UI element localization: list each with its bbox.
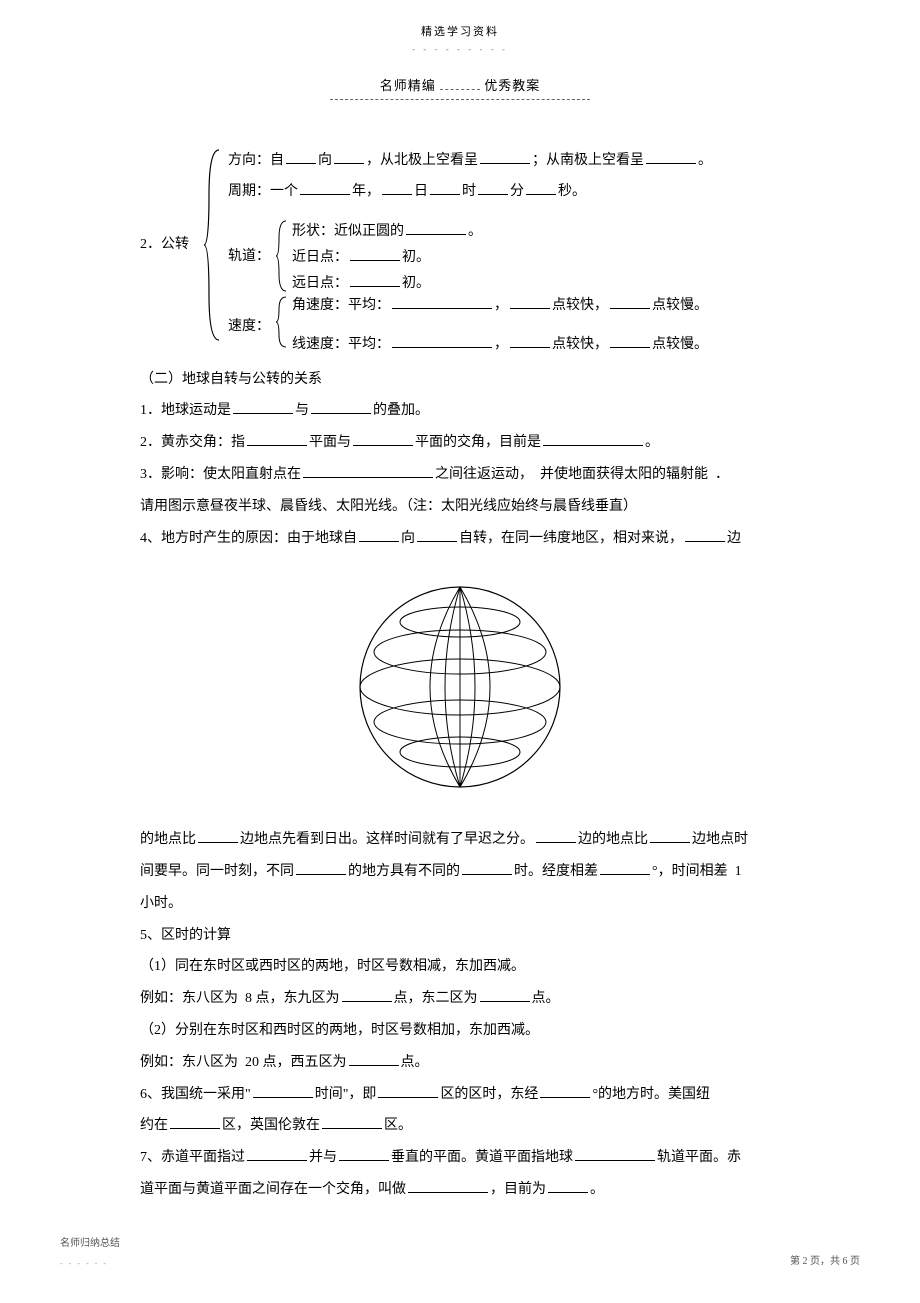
speed-label: 速度： — [228, 312, 270, 343]
footer-right: 第 2 页，共 6 页 — [790, 1251, 860, 1273]
item-2: 2．黄赤交角：指平面与平面的交角，目前是。 — [140, 428, 780, 459]
globe-svg — [350, 572, 570, 802]
item-3: 3．影响：使太阳直射点在之间往返运动， 并使地面获得太阳的辐射能 ． — [140, 460, 780, 491]
header-dots: - - - - - - - - - — [0, 40, 920, 60]
note-line: 请用图示意昼夜半球、晨昏线、太阳光线。（注：太阳光线应始终与晨昏线垂直） — [140, 492, 780, 523]
item-7: 7、赤道平面指过并与垂直的平面。黄道平面指地球轨道平面。赤 — [140, 1143, 780, 1174]
item-5: 5、区时的计算 — [140, 921, 780, 952]
header-top-text: 精选学习资料 — [0, 0, 920, 44]
after-globe-p2: 间要早。同一时刻，不同的地方具有不同的时。经度相差°，时间相差 1 — [140, 857, 780, 888]
example-2: 例如：东八区为 20 点，西五区为点。 — [140, 1048, 780, 1079]
globe-diagram — [140, 572, 780, 815]
section-2-label: 2．公转 — [140, 230, 189, 261]
header-sub-left: 名师精编 — [380, 78, 436, 93]
item-5-1: （1）同在东时区或西时区的两地，时区号数相减，东加西减。 — [140, 952, 780, 983]
example-1: 例如：东八区为 8 点，东九区为点，东二区为点。 — [140, 984, 780, 1015]
item-4: 4、地方时产生的原因：由于地球自向自转，在同一纬度地区，相对来说，边 — [140, 524, 780, 555]
after-globe-p1: 的地点比边地点先看到日出。这样时间就有了早迟之分。边的地点比边地点时 — [140, 825, 780, 856]
revolution-section: 2．公转 方向：自向，从北极上空看呈；从南极上空看呈。 周期：一个年，日时分秒。… — [140, 145, 780, 355]
angular-speed-line: 角速度：平均：，点较快，点较慢。 — [292, 291, 708, 322]
footer-left: 名师归纳总结 - - - - - - — [60, 1233, 120, 1273]
orbit-brace-svg — [276, 218, 290, 294]
header-subtitle: 名师精编 优秀教案 — [0, 72, 920, 101]
item-7b: 道平面与黄道平面之间存在一个交角，叫做，目前为。 — [140, 1175, 780, 1206]
item-5-2: （2）分别在东时区和西时区的两地，时区号数相加，东加西减。 — [140, 1016, 780, 1047]
main-content: 2．公转 方向：自向，从北极上空看呈；从南极上空看呈。 周期：一个年，日时分秒。… — [0, 100, 920, 1206]
speed-brace-svg — [276, 294, 290, 350]
direction-line: 方向：自向，从北极上空看呈；从南极上空看呈。 — [228, 146, 848, 177]
item-1: 1．地球运动是与的叠加。 — [140, 396, 780, 427]
item-6: 6、我国统一采用"时间"，即区的区时，东经°的地方时。美国纽 — [140, 1080, 780, 1111]
orbit-label: 轨道： — [228, 242, 270, 273]
after-globe-p3: 小时。 — [140, 889, 780, 920]
linear-speed-line: 线速度：平均：，点较快，点较慢。 — [292, 330, 708, 361]
period-line: 周期：一个年，日时分秒。 — [228, 177, 848, 208]
subsection-2-title: （二）地球自转与公转的关系 — [140, 365, 780, 396]
header-sub-right: 优秀教案 — [484, 78, 540, 93]
big-brace-svg — [204, 145, 224, 345]
item-6b: 约在区，英国伦敦在区。 — [140, 1111, 780, 1142]
